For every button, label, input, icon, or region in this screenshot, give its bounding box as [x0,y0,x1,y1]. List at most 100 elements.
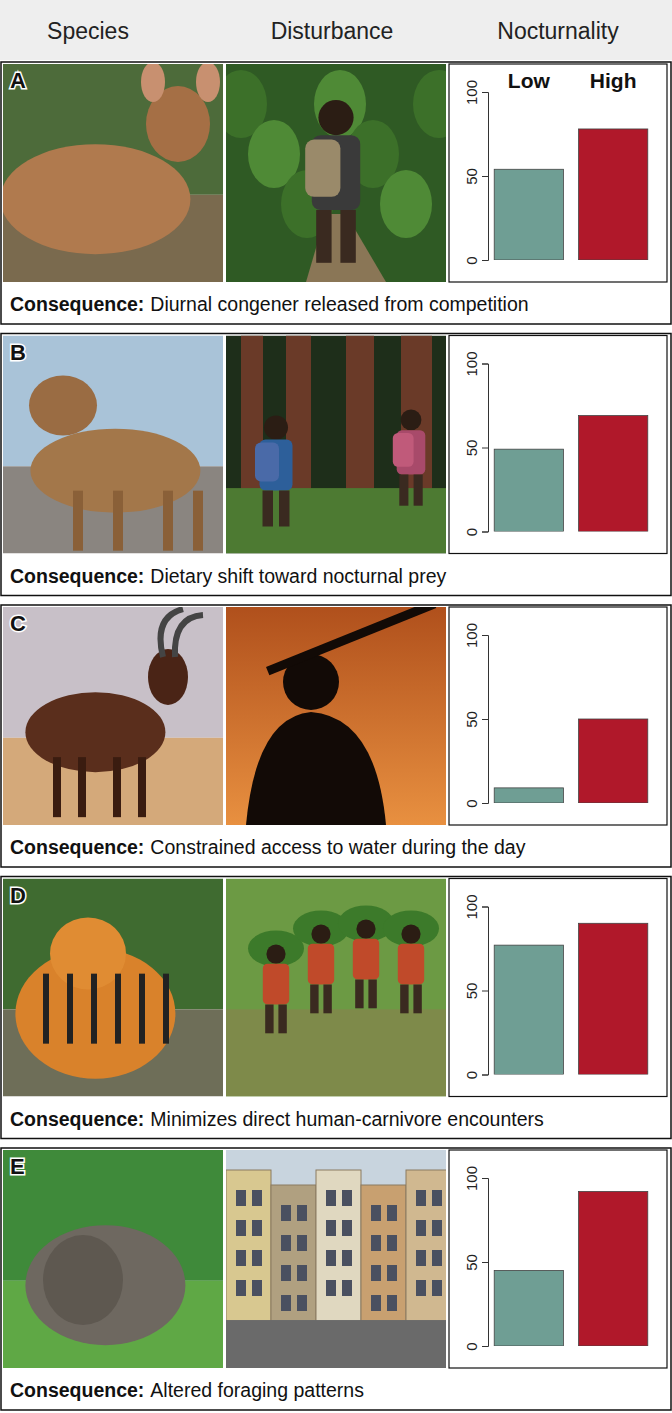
consequence-label: Consequence: [10,565,144,587]
consequence-caption: Consequence:Altered foraging patterns [10,1379,364,1401]
bar [579,416,648,532]
window [432,1190,442,1206]
y-tick: 50 [463,711,488,728]
animal-body [25,1225,185,1345]
y-tick-mark [482,1346,488,1347]
street [226,1320,446,1368]
window [281,1295,291,1311]
forest-floor [226,488,446,553]
y-tick-mark [482,991,488,992]
window [371,1205,381,1221]
y-tick-mark [482,803,488,804]
chart-box [449,336,667,554]
chart-box [449,1150,667,1368]
y-tick: 100 [463,351,488,376]
y-tick-label: 100 [463,894,480,919]
person-leg [414,475,423,506]
y-tick-label: 100 [463,623,480,648]
person-body [398,944,424,985]
animal-body [3,144,190,254]
animal-leg [138,757,146,817]
y-tick-mark [482,260,488,261]
y-axis: 050100 [463,1166,489,1351]
consequence-caption: Consequence:Constrained access to water … [10,836,526,858]
y-tick-mark [482,176,488,177]
bar [494,1270,563,1346]
consequence-label: Consequence: [10,1379,144,1401]
person-figure [353,920,379,1009]
bars [494,129,648,260]
person-leg [413,985,421,1014]
animal-leg [113,757,121,817]
y-axis: 050100 [463,351,489,536]
y-tick: 100 [463,1166,488,1191]
y-tick-label: 0 [463,799,480,807]
panel: D050100Consequence:Minimizes direct huma… [1,877,671,1139]
header-background [0,0,672,60]
y-tick-mark [482,1262,488,1263]
y-tick: 0 [463,799,488,807]
animal-stripe [91,974,97,1044]
person-leg [355,980,363,1009]
animal-head [43,1235,123,1325]
window [371,1235,381,1251]
column-header: Disturbance [271,18,394,44]
y-tick: 0 [463,1342,488,1350]
chart-box [449,607,667,825]
silhouette-rifle [266,607,436,675]
foliage [380,170,432,238]
window [252,1190,262,1206]
bar [494,449,563,531]
bars [494,719,648,803]
animal-head [50,918,126,990]
person-head [318,100,353,135]
person-leg [340,210,355,263]
y-tick: 100 [463,894,488,919]
y-tick: 50 [463,440,488,457]
y-axis-line [482,93,489,261]
animal-leg [53,757,61,817]
y-tick-mark [482,1178,488,1179]
photo-background [226,879,446,1097]
person-leg [263,491,274,527]
animal-horn [175,615,203,657]
window [387,1205,397,1221]
window [297,1295,307,1311]
person-leg [279,491,290,527]
animal-leg [73,491,83,551]
foliage [413,70,446,138]
y-tick-mark [482,92,488,93]
y-tick-label: 100 [463,80,480,105]
y-tick-label: 0 [463,1342,480,1350]
animal-leg [193,491,203,551]
window [387,1235,397,1251]
person-leg [265,1005,273,1034]
consequence-text: Minimizes direct human-carnivore encount… [150,1108,544,1130]
animal-stripe [163,974,169,1044]
bar [494,169,563,260]
window [432,1220,442,1236]
fodder-bundle [383,911,439,947]
window [387,1265,397,1281]
person-pack [305,140,340,197]
tree-trunk [346,336,374,500]
person-head [401,410,422,431]
person-leg [316,210,331,263]
y-tick-label: 100 [463,351,480,376]
y-tick-label: 50 [463,168,480,185]
person-leg [323,985,331,1014]
person-figure [255,416,293,527]
y-axis-line [482,1179,489,1347]
person-figure [305,100,360,263]
window [342,1280,352,1296]
person-leg [368,980,376,1009]
y-tick-mark [482,1075,488,1076]
y-tick-label: 0 [463,1071,480,1079]
consequence-text: Diurnal congener released from competiti… [150,293,528,315]
y-axis: 0 50 100 [463,623,489,808]
y-tick-label: 50 [463,440,480,457]
window [252,1220,262,1236]
bar [579,129,648,260]
window [416,1220,426,1236]
panel: C050100Consequence:Constrained access to… [1,600,671,867]
